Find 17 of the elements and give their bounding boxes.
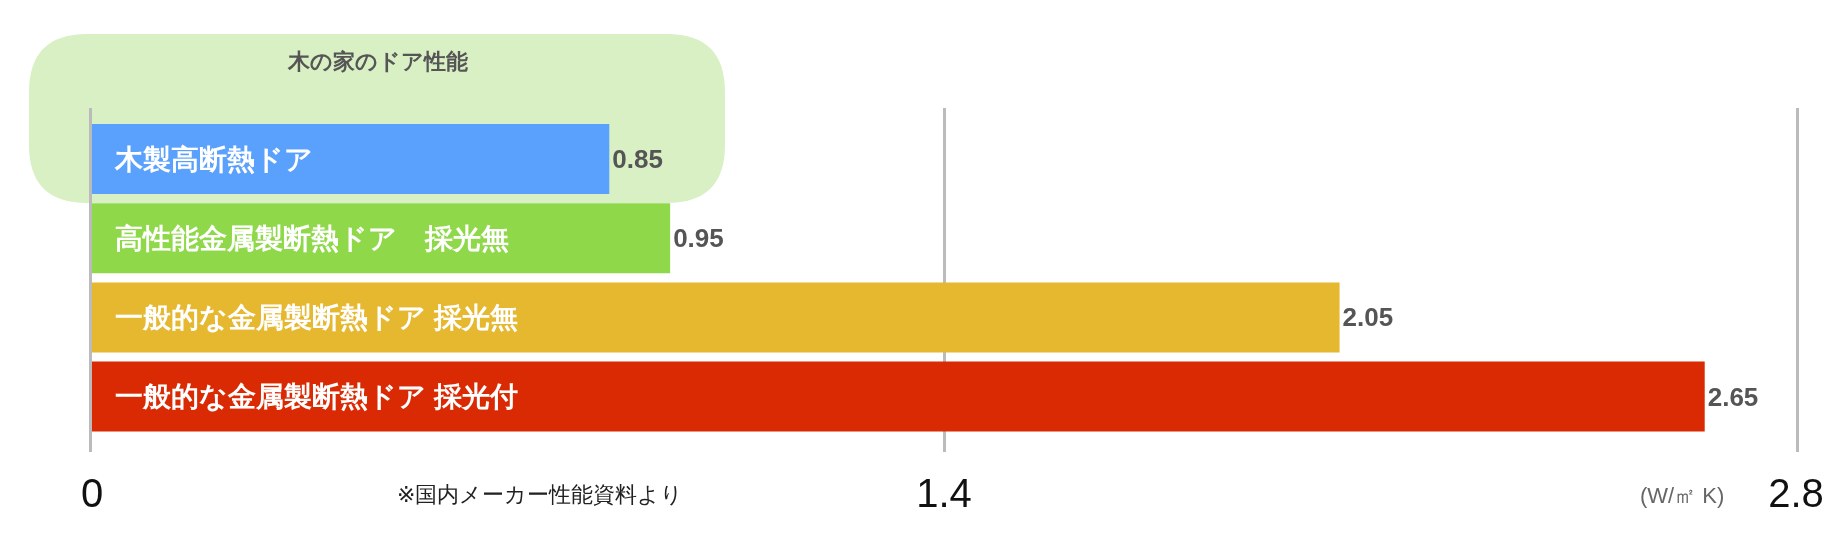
x-tick-label: 0 bbox=[80, 471, 104, 515]
x-axis-title: (W/㎡ K) bbox=[1640, 483, 1725, 508]
data-label: 0.95 bbox=[673, 223, 724, 254]
text: 木の家のドア性能 bbox=[287, 49, 468, 74]
y-tick-label: 一般的な金属製断熱ドア 採光無 bbox=[115, 302, 519, 334]
y-tick-label: 一般的な金属製断熱ドア 採光付 bbox=[115, 381, 519, 413]
bar bbox=[92, 124, 610, 194]
bar bbox=[92, 282, 1340, 353]
data-label: 2.05 bbox=[1342, 302, 1394, 333]
text: ※国内メーカー性能資料より bbox=[397, 482, 684, 507]
data-label: 2.65 bbox=[1707, 381, 1759, 412]
bar bbox=[92, 361, 1705, 432]
y-tick-label: 木製高断熱ドア bbox=[114, 143, 314, 175]
y-tick-label: 高性能金属製断熱ドア 採光無 bbox=[115, 222, 510, 254]
data-label: 0.85 bbox=[612, 144, 663, 174]
x-tick-label: 1.4 bbox=[916, 471, 972, 515]
x-tick-label: 2.8 bbox=[1768, 471, 1824, 515]
